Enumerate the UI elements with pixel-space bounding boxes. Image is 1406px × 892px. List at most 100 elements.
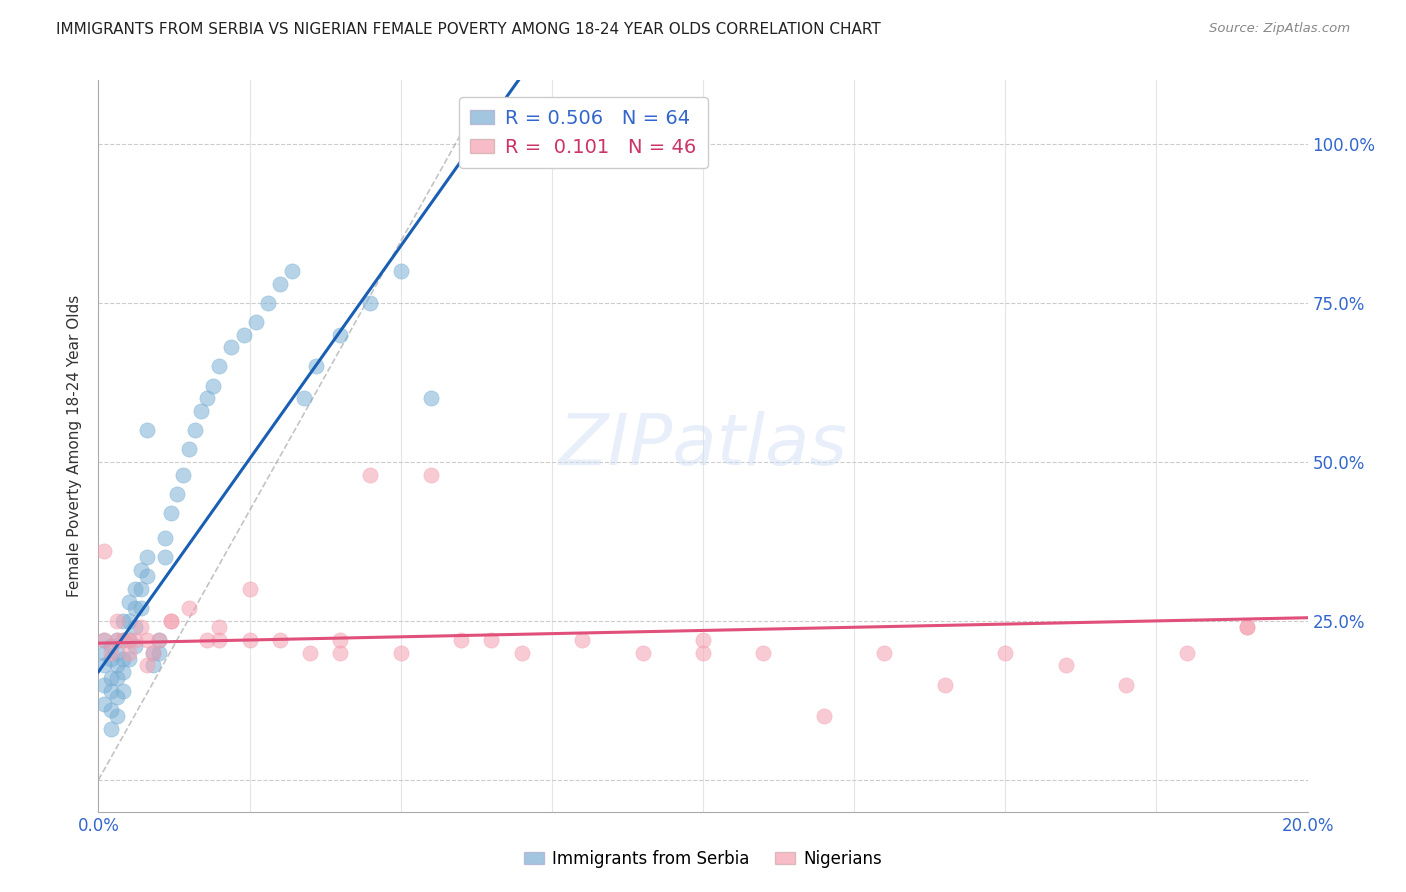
Legend: Immigrants from Serbia, Nigerians: Immigrants from Serbia, Nigerians xyxy=(517,844,889,875)
Point xyxy=(420,467,443,482)
Point xyxy=(142,646,165,660)
Text: Source: ZipAtlas.com: Source: ZipAtlas.com xyxy=(1209,22,1350,36)
Point xyxy=(420,392,443,406)
Point xyxy=(389,646,412,660)
Point xyxy=(118,632,141,647)
Point xyxy=(329,327,352,342)
Point xyxy=(105,646,128,660)
Point xyxy=(100,646,122,660)
Point xyxy=(100,722,122,736)
Point xyxy=(190,404,212,418)
Point xyxy=(124,632,146,647)
Point xyxy=(269,632,291,647)
Point xyxy=(129,563,152,577)
Point xyxy=(166,486,188,500)
Point xyxy=(135,550,157,565)
Text: ZIPatlas: ZIPatlas xyxy=(558,411,848,481)
Point xyxy=(93,677,115,691)
Point xyxy=(135,423,157,437)
Point xyxy=(208,632,231,647)
Point xyxy=(124,601,146,615)
Point xyxy=(100,671,122,685)
Point xyxy=(111,614,134,628)
Point xyxy=(571,632,593,647)
Point xyxy=(360,296,382,310)
Point xyxy=(148,632,170,647)
Point xyxy=(481,632,503,647)
Point xyxy=(873,646,896,660)
Legend: R = 0.506   N = 64, R =  0.101   N = 46: R = 0.506 N = 64, R = 0.101 N = 46 xyxy=(458,97,709,169)
Point xyxy=(631,646,654,660)
Point xyxy=(124,582,146,596)
Point xyxy=(93,697,115,711)
Point xyxy=(118,614,141,628)
Point xyxy=(195,632,218,647)
Point xyxy=(195,392,218,406)
Point xyxy=(129,620,152,634)
Point xyxy=(105,690,128,705)
Point xyxy=(305,359,328,374)
Point xyxy=(111,684,134,698)
Text: IMMIGRANTS FROM SERBIA VS NIGERIAN FEMALE POVERTY AMONG 18-24 YEAR OLDS CORRELAT: IMMIGRANTS FROM SERBIA VS NIGERIAN FEMAL… xyxy=(56,22,882,37)
Point xyxy=(692,646,714,660)
Point xyxy=(1175,646,1198,660)
Point xyxy=(105,632,128,647)
Point xyxy=(232,327,254,342)
Point xyxy=(221,340,243,354)
Point xyxy=(118,632,141,647)
Point xyxy=(142,646,165,660)
Point xyxy=(105,671,128,685)
Point xyxy=(93,646,115,660)
Point xyxy=(153,550,176,565)
Point xyxy=(239,582,262,596)
Point xyxy=(148,632,170,647)
Point xyxy=(100,652,122,666)
Point xyxy=(129,582,152,596)
Point xyxy=(135,569,157,583)
Point xyxy=(111,665,134,679)
Point xyxy=(148,646,170,660)
Point xyxy=(239,632,262,647)
Point xyxy=(245,315,267,329)
Point xyxy=(179,601,201,615)
Point xyxy=(153,531,176,545)
Point xyxy=(142,658,165,673)
Point xyxy=(105,632,128,647)
Point xyxy=(129,601,152,615)
Point xyxy=(135,658,157,673)
Point xyxy=(360,467,382,482)
Point xyxy=(510,646,533,660)
Point xyxy=(450,632,472,647)
Point xyxy=(208,620,231,634)
Point xyxy=(93,544,115,558)
Point xyxy=(124,620,146,634)
Point xyxy=(1236,620,1258,634)
Point xyxy=(1236,620,1258,634)
Point xyxy=(172,467,194,482)
Point xyxy=(118,652,141,666)
Y-axis label: Female Poverty Among 18-24 Year Olds: Female Poverty Among 18-24 Year Olds xyxy=(67,295,83,597)
Point xyxy=(179,442,201,457)
Point xyxy=(292,392,315,406)
Point xyxy=(111,632,134,647)
Point xyxy=(1115,677,1137,691)
Point xyxy=(111,632,134,647)
Point xyxy=(105,658,128,673)
Point xyxy=(299,646,322,660)
Point xyxy=(329,646,352,660)
Point xyxy=(329,632,352,647)
Point xyxy=(934,677,956,691)
Point xyxy=(135,632,157,647)
Point xyxy=(100,640,122,654)
Point xyxy=(160,506,183,520)
Point xyxy=(111,652,134,666)
Point xyxy=(269,277,291,291)
Point xyxy=(124,640,146,654)
Point xyxy=(752,646,775,660)
Point xyxy=(281,264,304,278)
Point xyxy=(105,614,128,628)
Point xyxy=(208,359,231,374)
Point xyxy=(100,703,122,717)
Point xyxy=(93,632,115,647)
Point xyxy=(100,684,122,698)
